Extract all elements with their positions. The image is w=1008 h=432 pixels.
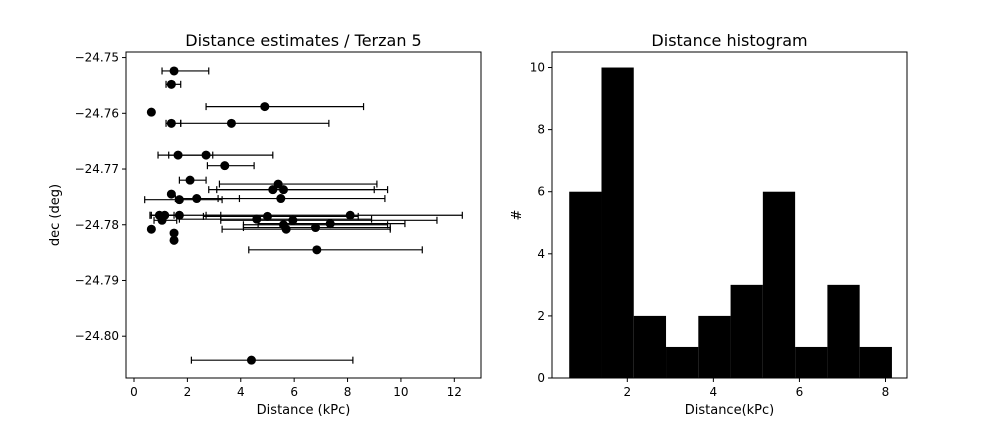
- data-point: [201, 150, 211, 160]
- data-point: [174, 195, 184, 205]
- left-x-axis: 0 2 4 6 8 10 12: [130, 378, 462, 399]
- data-point: [146, 224, 156, 234]
- left-x-axis-label: Distance (kPc): [257, 403, 351, 418]
- right-x-axis-label: Distance(kPc): [685, 403, 775, 418]
- right-chart-title: Distance histogram: [651, 31, 807, 50]
- data-point: [278, 185, 288, 195]
- data-point: [166, 118, 176, 128]
- histogram-bar: [666, 346, 699, 378]
- x-tick-label: 6: [290, 385, 298, 399]
- y-tick-label: −24.79: [75, 273, 119, 287]
- x-tick-label: 8: [344, 385, 352, 399]
- x-tick-label: 2: [623, 385, 631, 399]
- x-tick-label: 6: [796, 385, 804, 399]
- x-tick-label: 4: [237, 385, 245, 399]
- y-tick-label: −24.77: [75, 162, 119, 176]
- data-point: [312, 245, 322, 255]
- right-x-axis: 2 4 6 8: [623, 378, 889, 399]
- left-y-axis: −24.75 −24.76 −24.77 −24.78 −24.79 −24.80: [75, 51, 126, 343]
- data-point: [185, 175, 195, 185]
- left-chart-title: Distance estimates / Terzan 5: [185, 31, 421, 50]
- data-point: [276, 194, 286, 204]
- y-tick-label: 4: [537, 247, 545, 261]
- histogram-bar: [762, 191, 796, 378]
- right-plot-frame: [551, 51, 908, 379]
- data-point: [192, 194, 202, 204]
- data-point: [166, 79, 176, 89]
- data-point: [246, 355, 256, 365]
- y-tick-label: 0: [537, 371, 545, 385]
- right-y-axis: 0 2 4 6 8 10: [530, 61, 552, 385]
- data-point: [166, 189, 176, 199]
- distance-histogram-chart: 2 4 6 8 0 2 4 6 8 10 Distance histogram Distance…: [510, 31, 908, 418]
- histogram-bar: [827, 284, 860, 378]
- left-plot-frame: [125, 51, 482, 379]
- y-tick-label: −24.76: [75, 106, 119, 120]
- histogram-bar: [569, 191, 602, 378]
- y-tick-label: 8: [537, 123, 545, 137]
- data-point: [311, 223, 321, 233]
- histogram-bar: [633, 315, 667, 378]
- data-point: [252, 214, 262, 224]
- histogram-bar: [601, 67, 634, 379]
- y-tick-label: 2: [537, 309, 545, 323]
- data-point: [169, 235, 179, 245]
- data-point: [273, 179, 283, 189]
- y-tick-label: 10: [530, 61, 545, 75]
- data-point: [169, 228, 179, 238]
- x-tick-label: 0: [130, 385, 138, 399]
- data-point: [157, 215, 167, 225]
- data-point: [226, 118, 236, 128]
- right-plot-marks: [569, 67, 892, 379]
- data-point: [345, 210, 355, 220]
- y-tick-label: −24.78: [75, 218, 119, 232]
- x-tick-label: 2: [184, 385, 192, 399]
- y-tick-label: −24.80: [75, 329, 119, 343]
- data-point: [281, 224, 291, 234]
- data-point: [288, 215, 298, 225]
- x-tick-label: 10: [393, 385, 408, 399]
- y-tick-label: 6: [537, 185, 545, 199]
- data-point: [260, 102, 270, 112]
- data-point: [220, 161, 230, 171]
- histogram-bar: [698, 315, 731, 378]
- x-tick-label: 8: [882, 385, 890, 399]
- x-tick-label: 4: [710, 385, 718, 399]
- x-tick-label: 12: [447, 385, 462, 399]
- histogram-bar: [730, 284, 763, 378]
- histogram-bar: [795, 346, 828, 378]
- left-y-axis-label: dec (deg): [48, 184, 63, 246]
- distance-estimates-chart: 0 2 4 6 8 10 12 −24.75 −24.76 −24.77 −24.78 −24.79…: [48, 31, 482, 418]
- data-point: [325, 219, 335, 229]
- data-point: [146, 107, 156, 117]
- right-y-axis-label: #: [510, 210, 525, 221]
- data-point: [169, 66, 179, 76]
- y-tick-label: −24.75: [75, 51, 119, 65]
- histogram-bar: [859, 346, 892, 378]
- left-plot-marks: [144, 66, 463, 365]
